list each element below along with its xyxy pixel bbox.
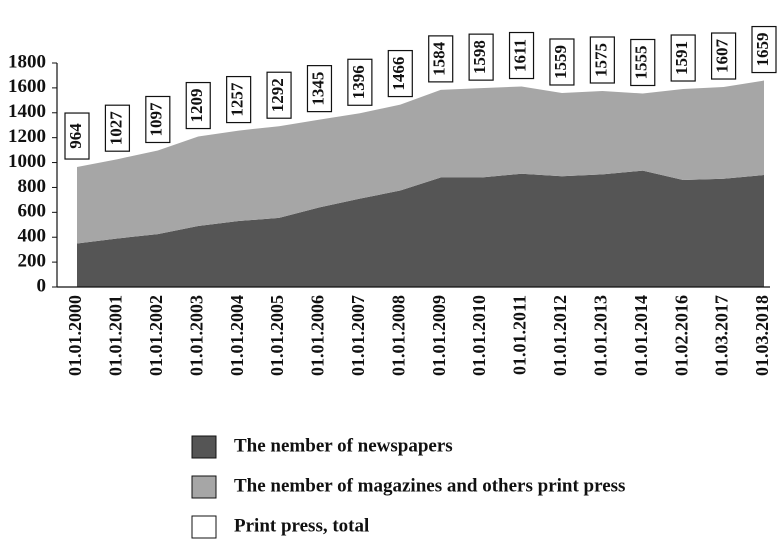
x-tick-label: 01.01.2007	[348, 295, 368, 376]
total-label-box	[226, 75, 252, 124]
total-label: 1584	[430, 41, 449, 76]
total-label: 1598	[470, 40, 489, 74]
x-tick-label: 01.01.2000	[65, 295, 85, 376]
legend-swatch	[191, 475, 217, 499]
total-label: 1611	[510, 39, 529, 72]
total-label-box	[266, 71, 292, 119]
total-label: 1659	[753, 33, 772, 67]
total-label: 1607	[712, 39, 731, 74]
total-label: 1257	[228, 82, 247, 117]
x-tick-label: 01.01.2001	[106, 295, 126, 376]
legend-swatch	[191, 435, 217, 459]
legend-label: The nember of newspapers	[234, 435, 453, 456]
total-label: 1097	[147, 102, 166, 136]
area	[77, 80, 764, 244]
total-label-box	[428, 35, 454, 83]
y-tick-label: 400	[18, 226, 47, 247]
total-label-box	[145, 95, 171, 144]
total-label-box	[630, 38, 656, 87]
total-label-box	[185, 81, 211, 130]
total-label: 1555	[632, 45, 651, 79]
total-label-box	[387, 49, 413, 98]
y-tick-label: 1000	[8, 151, 46, 172]
y-tick-label: 1600	[8, 76, 46, 97]
x-tick-label: 01.01.2014	[631, 295, 651, 376]
total-label-box	[549, 38, 575, 86]
total-label-box	[306, 65, 333, 113]
legend-swatch	[191, 515, 217, 539]
total-label: 1559	[551, 45, 570, 79]
x-tick-label: 01.01.2012	[550, 295, 570, 376]
total-label: 1575	[591, 43, 610, 77]
y-tick-label: 800	[18, 176, 47, 197]
total-label-box	[670, 34, 696, 82]
y-tick-label: 0	[37, 275, 47, 296]
total-label-box	[347, 58, 373, 106]
total-label-box	[589, 36, 615, 84]
total-label: 1396	[349, 65, 368, 99]
total-label-box	[64, 112, 90, 160]
total-label: 1466	[389, 57, 408, 91]
total-label-box	[468, 33, 494, 81]
total-label: 1591	[672, 41, 691, 75]
x-tick-label: 01.01.2002	[146, 295, 166, 376]
y-tick-label: 1400	[8, 101, 46, 122]
x-tick-label: 01.01.2006	[308, 295, 328, 376]
y-tick-label: 1200	[8, 126, 46, 147]
total-label: 1292	[268, 78, 287, 112]
x-tick-label: 01.01.2009	[429, 295, 449, 376]
x-tick-label: 01.03.2018	[752, 295, 772, 376]
total-label-box	[710, 32, 737, 80]
x-tick-label: 01.01.2013	[590, 295, 610, 376]
legend-label: Print press, total	[234, 515, 369, 536]
y-tick-label: 200	[18, 250, 47, 271]
x-tick-label: 01.01.2010	[469, 295, 489, 376]
total-label: 964	[66, 123, 85, 149]
legend-label: The nember of magazines and others print…	[234, 475, 625, 496]
x-tick-label: 01.01.2003	[186, 295, 206, 376]
x-tick-label: 01.02.2016	[671, 295, 691, 376]
area	[77, 170, 764, 287]
x-tick-label: 01.01.2005	[267, 295, 287, 376]
total-label-box	[104, 104, 131, 152]
x-tick-label: 01.01.2008	[388, 295, 408, 376]
y-tick-label: 1800	[8, 51, 46, 72]
y-tick-label: 600	[18, 201, 47, 222]
total-label: 1027	[106, 111, 125, 146]
total-label-box	[508, 31, 535, 80]
total-label-box	[751, 25, 777, 74]
total-label: 1345	[308, 72, 327, 106]
x-tick-label: 01.03.2017	[712, 295, 732, 376]
total-label: 1209	[187, 89, 206, 123]
x-tick-label: 01.01.2011	[510, 295, 530, 375]
x-tick-label: 01.01.2004	[227, 295, 247, 376]
